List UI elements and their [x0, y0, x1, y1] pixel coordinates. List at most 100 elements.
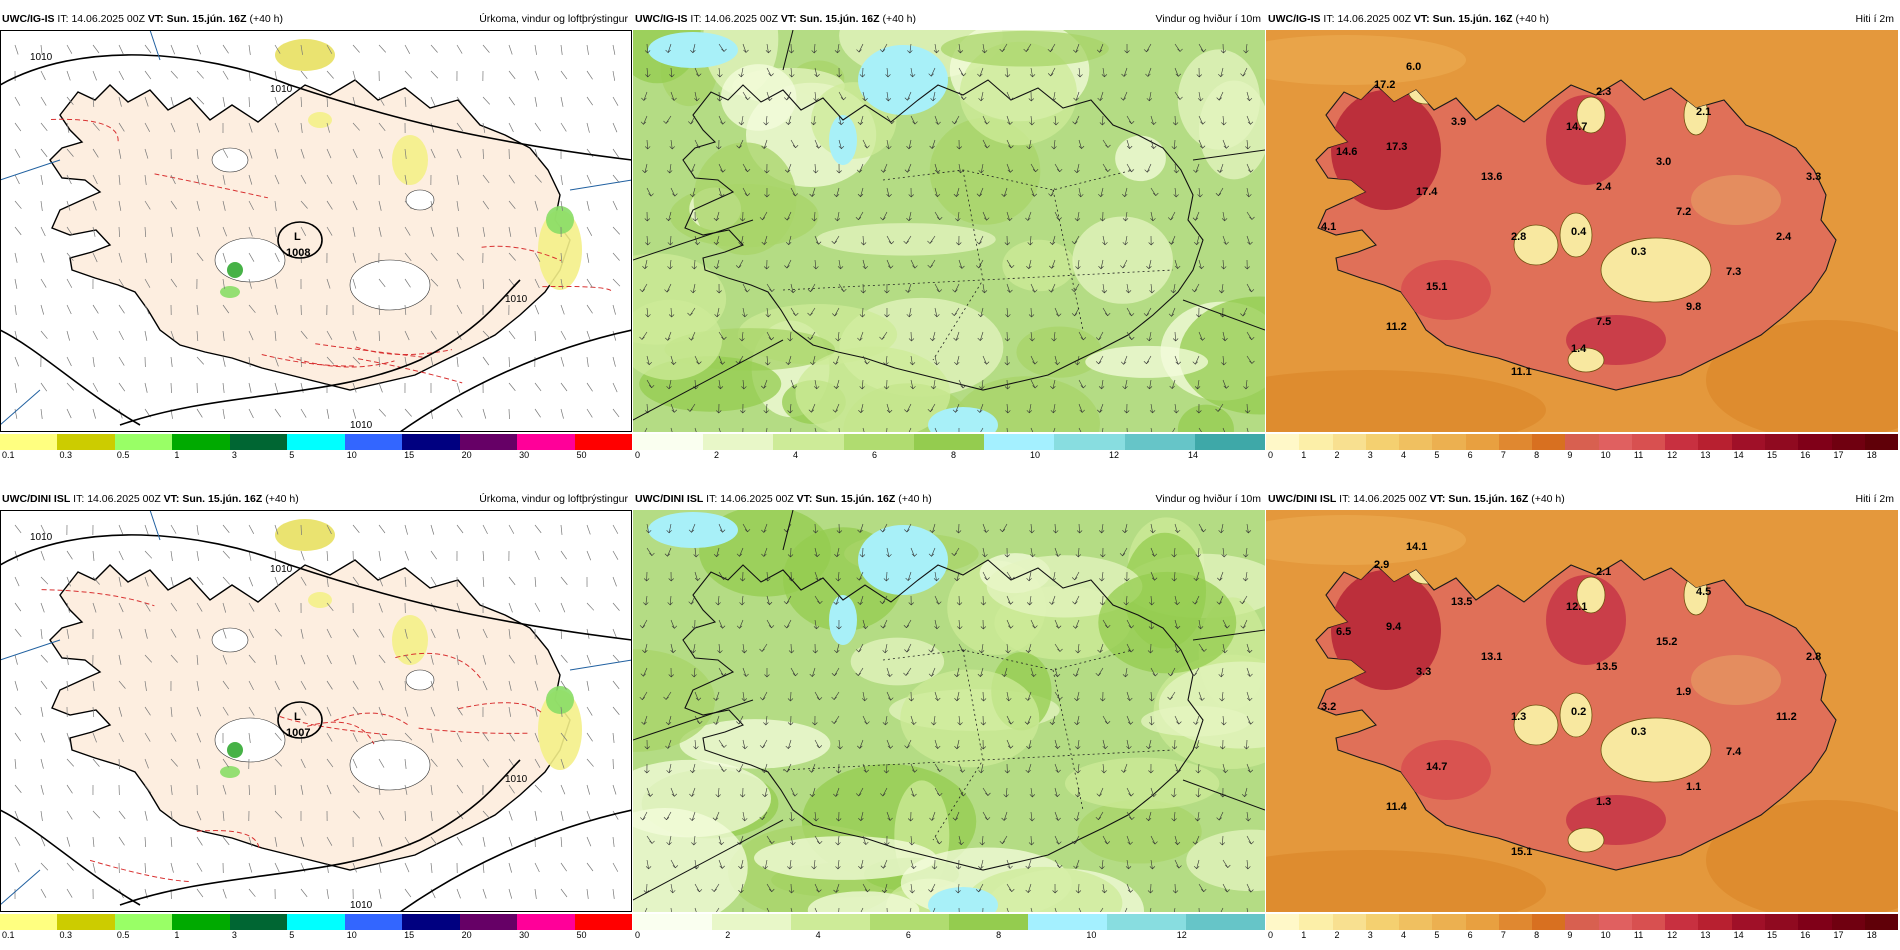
- temperature-label: 15.1: [1426, 281, 1447, 293]
- colorbar-segment: [1665, 914, 1699, 930]
- colorbar-tick-label: 4: [1401, 450, 1407, 460]
- panel-run-info: UWC/DINI ISL IT: 14.06.2025 00Z VT: Sun.…: [635, 490, 932, 508]
- precip-area: [538, 210, 582, 290]
- isobar: [0, 329, 141, 426]
- temperature-label: 0.3: [1631, 726, 1646, 738]
- wind-speed-area: [1186, 829, 1265, 892]
- temperature-label: 2.4: [1776, 231, 1792, 243]
- colorbar-tick-label: 8: [1534, 930, 1540, 940]
- low-pressure-value: 1007: [286, 727, 310, 739]
- cold-highland-area: [1513, 224, 1559, 266]
- colorbar-segment: [1764, 914, 1799, 930]
- temperature-label: 9.8: [1686, 301, 1701, 313]
- panel-header: UWC/DINI ISL IT: 14.06.2025 00Z VT: Sun.…: [0, 490, 632, 508]
- colorbar-segment: [1731, 914, 1765, 930]
- colorbar-ticks: 0 2 4 6 8 10 12: [633, 930, 1265, 942]
- valid-label: VT:: [1413, 13, 1430, 25]
- isobar: [0, 534, 632, 641]
- valid-label: VT:: [780, 13, 797, 25]
- colorbar-tick-label: 17: [1833, 930, 1844, 940]
- isobar-label: 1010: [350, 900, 373, 911]
- colorbar-segment: [1332, 914, 1366, 930]
- lead-time: (+40 h): [898, 493, 932, 505]
- precip-area: [220, 766, 240, 778]
- temperature-label: 3.0: [1656, 156, 1671, 168]
- valid-time: Sun. 15.jún. 16Z: [166, 13, 247, 25]
- colorbar-tick-label: 1: [1301, 930, 1307, 940]
- precip-area: [546, 686, 574, 714]
- wind-speed-area: [1072, 216, 1173, 304]
- valid-label: VT:: [796, 493, 813, 505]
- init-time: 14.06.2025 00Z: [704, 13, 778, 25]
- isobar: [0, 809, 141, 906]
- field-title: Hiti í 2m: [1855, 13, 1894, 25]
- temperature-label: 7.2: [1676, 206, 1691, 218]
- temperature-label: 17.3: [1386, 141, 1407, 153]
- precip-area: [220, 286, 240, 298]
- temperature-label: 3.9: [1451, 116, 1466, 128]
- glacier: [211, 627, 249, 653]
- colorbar-segment: [172, 434, 230, 450]
- wind-speed-area: [850, 637, 945, 686]
- model-name: UWC/DINI ISL: [635, 493, 704, 505]
- field-title: Vindur og hviður í 10m: [1155, 13, 1261, 25]
- temperature-label: 1.1: [1686, 781, 1701, 793]
- wind-speed-area: [1064, 757, 1220, 810]
- glacier: [349, 739, 431, 791]
- colorbar-segment: [984, 434, 1055, 450]
- colorbar-segment: [843, 434, 914, 450]
- isobar: [399, 329, 632, 432]
- colorbar-tick-label: 13: [1700, 450, 1711, 460]
- temperature-label: 11.4: [1386, 801, 1408, 813]
- colorbar-tick-label: 50: [576, 450, 587, 460]
- colorbar-tick-label: 6: [905, 930, 911, 940]
- colorbar-ticks: 0 2 4 6 8 10 12 14: [633, 450, 1265, 462]
- colorbar-tick-label: 12: [1176, 930, 1187, 940]
- colorbar-tick-label: 11: [1633, 450, 1644, 460]
- temperature-label: 14.1: [1406, 541, 1427, 553]
- colorbar-tick-label: 14: [1733, 930, 1744, 940]
- colorbar-segment: [1194, 434, 1265, 450]
- temperature-label: 3.2: [1321, 701, 1336, 713]
- colorbar-segment: [1698, 914, 1732, 930]
- isobar-label: 1010: [505, 294, 528, 305]
- colorbar-tick-label: 10: [1600, 930, 1611, 940]
- wind-speed-area: [986, 555, 1143, 618]
- colorbar-tick-label: 0.3: [59, 450, 72, 460]
- colorbar-tick-label: 10: [1086, 930, 1097, 940]
- temperature-label: 6.5: [1336, 626, 1351, 638]
- colorbar-tick-label: 20: [461, 930, 472, 940]
- colorbar-tick-label: 0.1: [2, 930, 15, 940]
- colorbar-segment: [1831, 434, 1865, 450]
- colorbar-segment: [1365, 434, 1400, 450]
- isobar: [0, 54, 632, 161]
- colorbar-tick-label: 6: [1467, 450, 1473, 460]
- temperature-label: 15.2: [1656, 636, 1677, 648]
- colorbar-tick-label: 18: [1866, 930, 1877, 940]
- wind-speed-area: [1016, 326, 1103, 378]
- valid-label: VT:: [147, 13, 164, 25]
- panel-run-info: UWC/IG-IS IT: 14.06.2025 00Z VT: Sun. 15…: [1268, 10, 1549, 28]
- temperature-label: 9.4: [1386, 621, 1402, 633]
- map-panel-temp: UWC/IG-IS IT: 14.06.2025 00Z VT: Sun. 15…: [1266, 10, 1899, 460]
- colorbar-tick-label: 16: [1800, 930, 1811, 940]
- colorbar-tick-label: 12: [1667, 930, 1678, 940]
- wind-speed-area: [1098, 571, 1237, 674]
- field-title: Úrkoma, vindur og loftþrýstingur: [479, 493, 628, 505]
- colorbar-tick-label: 9: [1567, 930, 1573, 940]
- colorbar-tick-label: 14: [1733, 450, 1744, 460]
- model-name: UWC/IG-IS: [1268, 13, 1321, 25]
- isobar-label: 1010: [350, 420, 373, 431]
- colorbar-segment: [633, 914, 712, 930]
- low-pressure-symbol: L: [294, 711, 301, 723]
- map-area: [633, 30, 1265, 432]
- temperature-label: 4.5: [1696, 586, 1711, 598]
- colorbar-tick-label: 6: [1467, 930, 1473, 940]
- colorbar-segment: [229, 434, 288, 450]
- precip-area: [546, 206, 574, 234]
- colorbar-tick-label: 8: [996, 930, 1002, 940]
- strong-wind-area: [648, 32, 738, 68]
- colorbar-tick-label: 2: [1334, 930, 1340, 940]
- colorbar-segment: [1399, 914, 1433, 930]
- model-name: UWC/DINI ISL: [1268, 493, 1337, 505]
